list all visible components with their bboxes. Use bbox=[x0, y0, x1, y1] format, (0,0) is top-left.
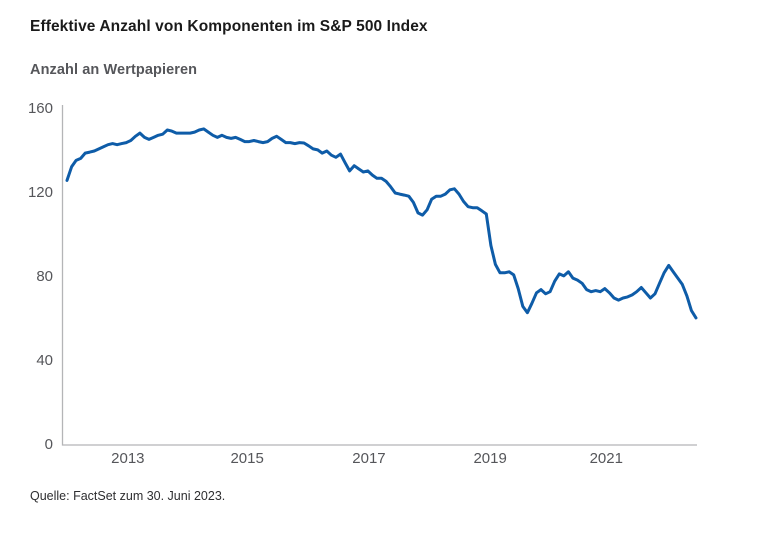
axis-lines bbox=[61, 105, 697, 446]
x-tick-label: 2017 bbox=[352, 450, 386, 467]
x-tick-label: 2019 bbox=[473, 450, 507, 467]
x-tick-label: 2021 bbox=[589, 450, 623, 467]
y-tick-label: 0 bbox=[44, 436, 53, 453]
y-tick-label: 40 bbox=[36, 352, 53, 369]
y-tick-label: 80 bbox=[36, 268, 53, 285]
y-tick-label: 120 bbox=[27, 184, 53, 201]
y-tick-label: 160 bbox=[27, 100, 53, 117]
source-note: Quelle: FactSet zum 30. Juni 2023. bbox=[30, 489, 226, 503]
x-tick-label: 2015 bbox=[230, 450, 264, 467]
x-tick-label: 2013 bbox=[111, 450, 145, 467]
series-line bbox=[65, 127, 698, 320]
y-axis-unit-label: Anzahl an Wertpapieren bbox=[30, 62, 198, 78]
page-title: Effektive Anzahl von Komponenten im S&P … bbox=[30, 18, 428, 35]
